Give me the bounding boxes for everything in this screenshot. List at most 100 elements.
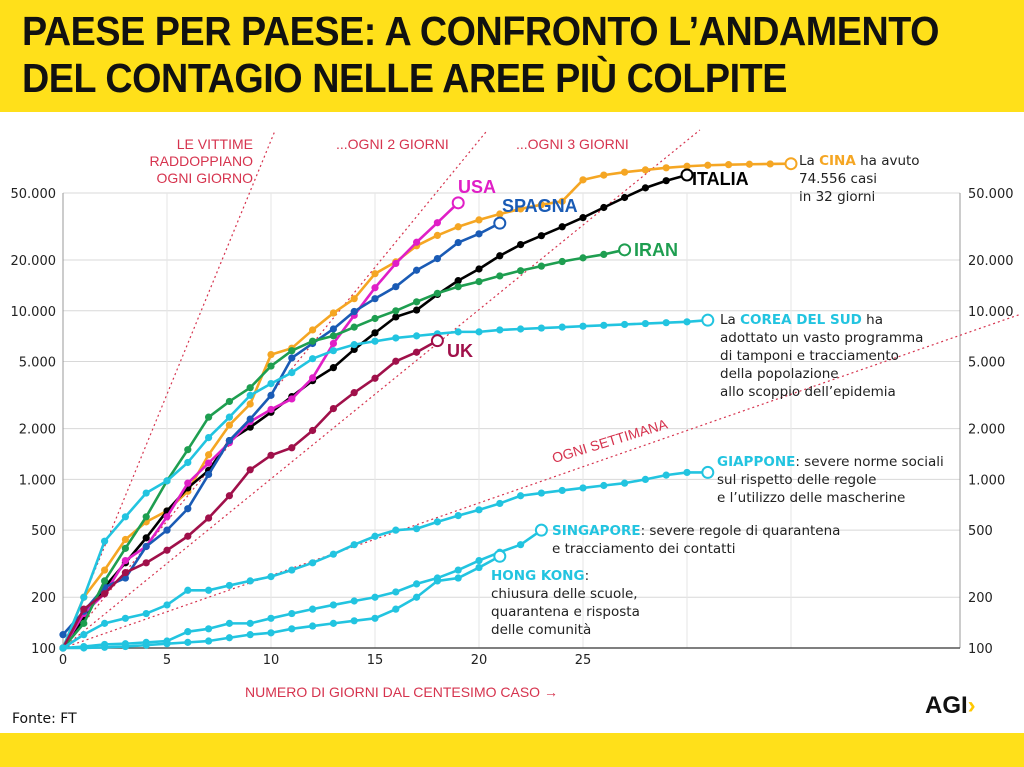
ann-country-hongkong: HONG KONG [491,568,585,584]
data-point [288,566,296,574]
data-point [184,532,192,540]
data-point [267,451,275,459]
data-point [329,550,337,558]
data-point [329,332,337,340]
data-point [101,577,109,585]
y-tick-label-right: 500 [968,524,993,539]
data-point [683,468,691,477]
data-point [725,161,733,169]
data-point [225,397,233,406]
data-point [246,631,254,639]
series-end-marker [701,465,715,479]
logo-text: AGI [925,692,968,719]
data-point [163,526,171,534]
y-tick-label-right: 50.000 [968,187,1014,202]
data-point [454,283,462,291]
annotation-cina: La CINA ha avuto 74.556 casi in 32 giorn… [799,152,920,206]
data-point [205,625,213,633]
series-line-cina [61,162,792,649]
ann-text: : severe regole di quarantena [640,523,841,539]
data-point [641,319,650,328]
data-point [205,413,213,421]
title-line-2: DEL CONTAGIO NELLE AREE PIÙ COLPITE [22,55,787,101]
ann-country-giappone: GIAPPONE [717,454,796,470]
data-point [205,459,213,467]
ref-label-line: OGNI GIORNO [156,170,253,186]
ref-label-line: LE VITTIME [176,136,253,152]
series-end-marker [701,313,715,327]
data-point [288,444,296,452]
data-point [225,634,233,642]
data-point [641,166,650,174]
y-tick-label-left: 1.000 [19,473,56,488]
data-point [496,272,504,280]
data-point [184,628,192,636]
data-point [413,238,421,246]
data-point [621,479,629,487]
data-point [413,306,421,314]
data-point [329,325,337,333]
annotation-giappone: GIAPPONE: severe norme sociali sul rispe… [717,453,944,507]
data-point [350,341,358,349]
agi-logo: AGI› [925,692,976,720]
label-italia: ITALIA [692,169,749,189]
data-point [371,532,379,540]
data-point [475,506,483,514]
data-point [537,489,546,497]
data-point [392,334,400,342]
x-tick-label: 15 [367,653,384,668]
data-point [433,231,441,240]
data-point [579,176,587,184]
ann-text: La [720,312,741,328]
data-point [121,513,129,521]
data-point [309,426,317,435]
y-tick-label-left: 2.000 [19,423,56,438]
data-point [662,319,670,327]
data-point [163,477,171,485]
data-point [413,332,421,340]
series-line-hong-kong [63,555,501,650]
reference-line [62,129,701,649]
annotation-corea: La COREA DEL SUD ha adottato un vasto pr… [720,311,923,401]
data-point [371,295,379,303]
reference-line [62,313,1021,649]
data-point [558,486,566,495]
data-point [350,541,358,549]
data-point [350,323,358,331]
data-point [392,605,400,613]
data-point [517,492,525,500]
data-point [600,250,608,259]
data-point [454,238,462,247]
data-point [267,380,275,388]
series-end-marker [451,196,465,210]
ref-label-3-days: ...OGNI 3 GIORNI [516,136,629,152]
data-point [413,525,421,533]
data-point [121,556,129,565]
data-point [329,339,337,348]
data-point [288,625,296,633]
y-tick-label-right: 20.000 [968,254,1014,269]
logo-chevron-icon: › [967,692,976,719]
ref-label-line: RADDOPPIANO [149,153,253,169]
data-point [704,161,712,169]
ann-text: 74.556 casi [799,171,878,187]
y-tick-label-left: 100 [31,642,56,657]
data-point [59,644,67,652]
data-point [329,364,337,372]
data-point [600,321,608,329]
data-point [475,328,483,336]
x-axis-label: NUMERO DI GIORNI DAL CENTESIMO CASO → [245,684,558,700]
reference-line [62,129,489,649]
data-point [371,614,379,622]
data-point [371,593,379,601]
data-point [662,164,670,172]
data-point [225,413,233,421]
data-point [205,637,213,645]
data-point [101,566,109,574]
series-end-marker [784,157,798,171]
data-point [246,466,254,474]
data-point [413,266,421,274]
series-end-marker [534,523,548,537]
data-point [288,368,296,377]
